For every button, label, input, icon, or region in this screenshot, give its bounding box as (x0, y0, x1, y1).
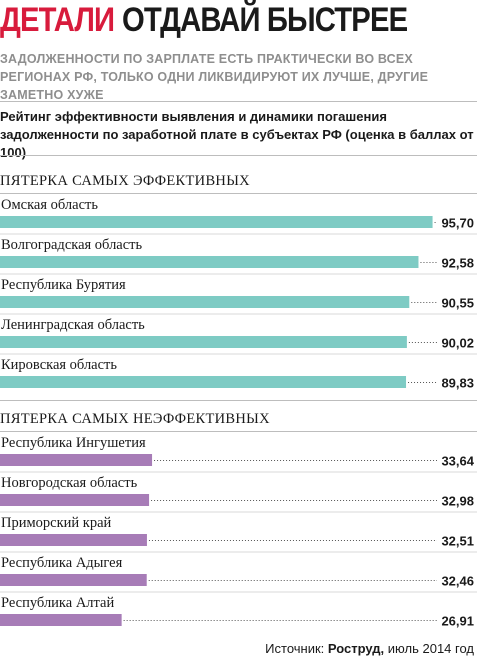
bar (0, 574, 147, 586)
bar (0, 296, 410, 308)
divider (0, 431, 477, 432)
category-label: Кировская область (1, 357, 117, 373)
value-label: 33,64 (441, 454, 474, 469)
category-label: Ленинградская область (1, 317, 145, 333)
value-label: 32,98 (441, 494, 474, 509)
source-note: Источник: Роструд, июль 2014 год (265, 641, 474, 656)
source-prefix: Источник: (265, 641, 328, 656)
value-label: 26,91 (441, 614, 474, 629)
bar (0, 336, 407, 348)
divider (0, 400, 477, 401)
value-label: 95,70 (441, 216, 474, 231)
value-label: 89,83 (441, 376, 474, 391)
value-label: 32,46 (441, 574, 474, 589)
lead-text: ЗАДОЛЖЕННОСТИ ПО ЗАРПЛАТЕ ЕСТЬ ПРАКТИЧЕС… (0, 52, 429, 102)
bar (0, 256, 419, 268)
value-label: 90,02 (441, 336, 474, 351)
group-title-ineffective: ПЯТЕРКА САМЫХ НЕЭФФЕКТИВНЫХ (0, 411, 270, 427)
bar (0, 534, 147, 546)
category-label: Республика Адыгея (1, 555, 123, 571)
value-label: 92,58 (441, 256, 474, 271)
divider (0, 193, 477, 194)
bar (0, 454, 153, 466)
page-title: ОТДАВАЙ БЫСТРЕЕ (122, 1, 408, 39)
bar (0, 614, 122, 626)
value-label: 32,51 (441, 534, 474, 549)
chart-title: Рейтинг эффективности выявления и динами… (0, 109, 474, 160)
group-title-effective: ПЯТЕРКА САМЫХ ЭФФЕКТИВНЫХ (0, 173, 250, 189)
bar-chart: Омская область 95,70 Волгоградская область… (0, 197, 477, 629)
bar (0, 216, 433, 228)
source-date: июль 2014 год (384, 641, 474, 656)
category-label: Республика Ингушетия (1, 435, 146, 451)
value-label: 90,55 (441, 296, 474, 311)
divider (0, 155, 477, 156)
bar (0, 376, 407, 388)
category-label: Республика Алтай (1, 595, 114, 611)
header: ДЕТАЛИ ОТДАВАЙ БЫСТРЕЕ (0, 0, 477, 40)
category-label: Новгородская область (1, 475, 138, 491)
category-label: Республика Бурятия (1, 277, 126, 293)
section-label: ДЕТАЛИ (0, 1, 115, 39)
divider (0, 101, 477, 102)
category-label: Волгоградская область (1, 237, 143, 253)
category-label: Омская область (1, 197, 98, 213)
source-name: Роструд, (327, 641, 385, 656)
bar (0, 494, 150, 506)
category-label: Приморский край (1, 515, 112, 531)
